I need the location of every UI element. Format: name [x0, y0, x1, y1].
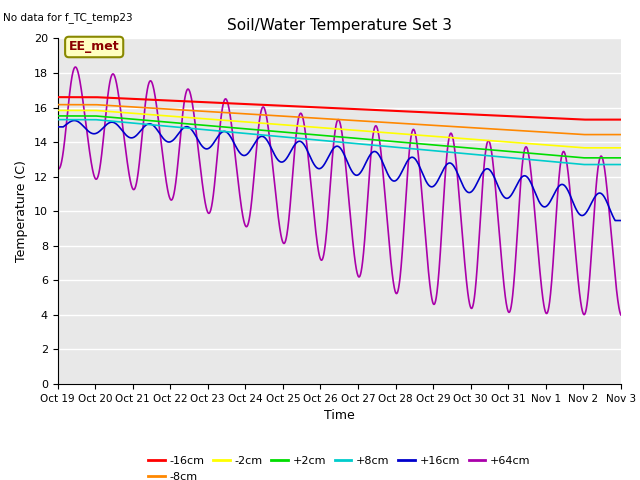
Y-axis label: Temperature (C): Temperature (C)	[15, 160, 28, 262]
Text: No data for f_TC_temp23: No data for f_TC_temp23	[3, 12, 133, 23]
Title: Soil/Water Temperature Set 3: Soil/Water Temperature Set 3	[227, 18, 452, 33]
Legend: -16cm, -8cm, -2cm, +2cm, +8cm, +16cm, +64cm: -16cm, -8cm, -2cm, +2cm, +8cm, +16cm, +6…	[144, 452, 534, 480]
Text: EE_met: EE_met	[69, 40, 120, 53]
X-axis label: Time: Time	[324, 409, 355, 422]
